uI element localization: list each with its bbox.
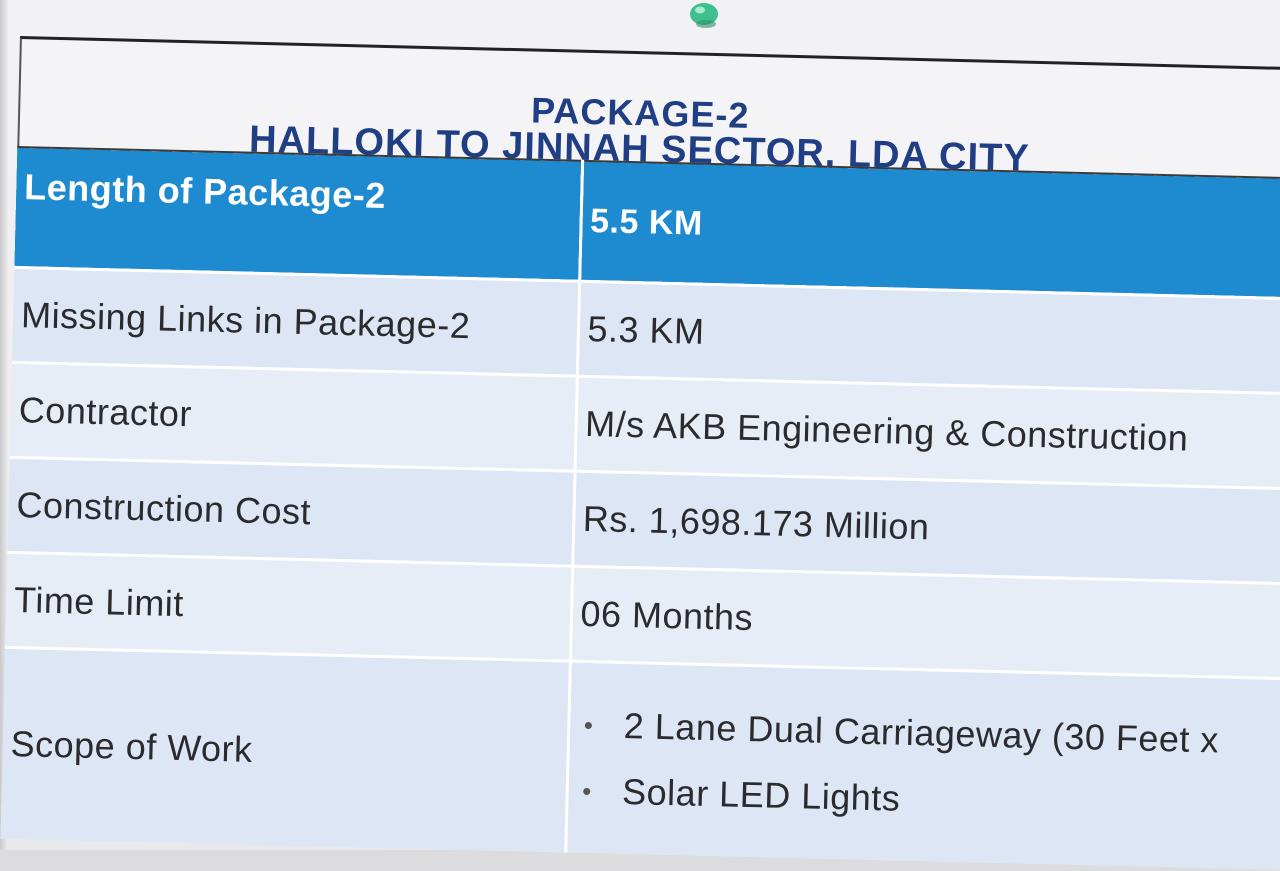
row-label: Missing Links in Package-2 xyxy=(12,267,580,377)
row-value: M/s AKB Engineering & Construction xyxy=(574,376,1280,490)
row-label: Scope of Work xyxy=(0,647,570,853)
package-details-table: Length of Package-2 5.5 KM Missing Links… xyxy=(0,146,1280,871)
row-label: Time Limit xyxy=(5,552,573,662)
scope-list-cell: • 2 Lane Dual Carriageway (30 Feet x • S… xyxy=(565,661,1280,871)
scope-item-text: 2 Lane Dual Carriageway (30 Feet x xyxy=(623,704,1220,761)
scope-list: • 2 Lane Dual Carriageway (30 Feet x • S… xyxy=(575,692,1280,842)
row-value: Rs. 1,698.173 Million xyxy=(572,471,1280,585)
info-board: PACKAGE-2 HALLOKI TO JINNAH SECTOR, LDA … xyxy=(0,36,1280,871)
bullet-icon: • xyxy=(581,775,593,807)
table-row: Scope of Work • 2 Lane Dual Carriageway … xyxy=(0,647,1280,871)
row-label: Contractor xyxy=(9,362,577,472)
scope-item-text: Solar LED Lights xyxy=(621,770,901,819)
row-value: 06 Months xyxy=(569,566,1280,680)
row-label: Length of Package-2 xyxy=(14,146,583,282)
pushpin-icon xyxy=(690,3,718,28)
row-value: 5.5 KM xyxy=(579,160,1280,300)
sheet-left-edge xyxy=(0,0,8,850)
row-label: Construction Cost xyxy=(7,457,575,567)
row-value: 5.3 KM xyxy=(576,281,1280,395)
bullet-icon: • xyxy=(583,709,594,741)
